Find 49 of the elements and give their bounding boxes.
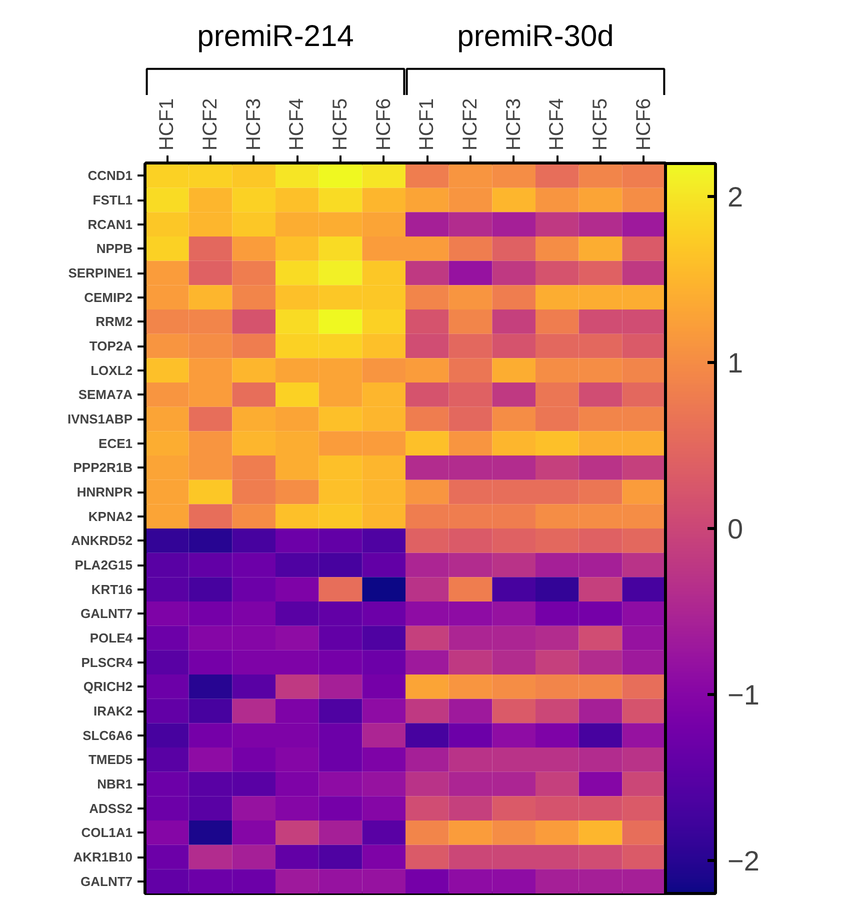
- x-tick-label: HCF5: [330, 98, 352, 150]
- text: premiR-214: [197, 20, 354, 53]
- color-bar-label: 1: [728, 348, 744, 379]
- y-tick-label: ANKRD52: [71, 533, 133, 548]
- color-bar-label: −1: [728, 679, 760, 710]
- text: premiR-30d: [457, 20, 614, 53]
- y-tick-label: RRM2: [96, 314, 133, 330]
- y-tick-label: ECE1: [98, 436, 133, 451]
- color-bar-label: 0: [728, 514, 744, 544]
- x-tick-label: HCF2: [200, 98, 222, 150]
- y-tick-label: ADSS2: [89, 800, 133, 816]
- y-tick-label: PLSCR4: [81, 654, 134, 670]
- y-tick-label: COL1A1: [81, 825, 133, 840]
- y-tick-label: PLA2G15: [74, 558, 133, 572]
- x-tick-label: HCF6: [372, 98, 395, 150]
- x-tick-label: HCF3: [502, 98, 525, 150]
- y-tick-label: POLE4: [90, 630, 134, 646]
- x-tick-label: HCF1: [416, 98, 438, 150]
- x-tick-label: HCF4: [546, 98, 568, 150]
- y-tick-label: KRT16: [91, 582, 133, 597]
- y-tick-label: CCND1: [88, 168, 133, 184]
- y-tick-label: HNRNPR: [76, 484, 134, 500]
- y-tick-label: KPNA2: [88, 508, 133, 524]
- x-tick-label: HCF3: [242, 98, 265, 150]
- y-tick-label: SERPINE1: [68, 266, 133, 280]
- color-bar-label: −2: [728, 845, 760, 876]
- y-tick-label: NPPB: [96, 241, 133, 256]
- y-tick-label: CEMIP2: [84, 290, 133, 305]
- y-tick-label: QRICH2: [83, 679, 133, 694]
- y-tick-label: FSTL1: [92, 192, 133, 208]
- y-tick-label: AKR1B10: [73, 850, 133, 864]
- x-tick-label: HCF2: [460, 98, 482, 150]
- y-tick-label: NBR1: [97, 776, 133, 792]
- y-tick-label: TOP2A: [89, 338, 134, 354]
- y-tick-label: PPP2R1B: [73, 460, 132, 476]
- y-tick-label: GALNT7: [80, 874, 132, 889]
- y-tick-label: LOXL2: [90, 362, 133, 378]
- y-tick-label: TMED5: [88, 752, 133, 768]
- x-tick-label: HCF6: [632, 98, 655, 150]
- y-tick-label: IVNS1ABP: [67, 412, 133, 426]
- y-tick-label: GALNT7: [80, 606, 132, 622]
- y-tick-label: SEMA7A: [78, 387, 134, 402]
- y-tick-label: SLC6A6: [82, 728, 133, 743]
- color-bar-label: 2: [728, 182, 744, 213]
- x-tick-label: HCF1: [156, 98, 178, 150]
- x-tick-label: HCF5: [590, 98, 612, 150]
- y-tick-label: IRAK2: [93, 704, 133, 718]
- y-tick-label: RCAN1: [88, 216, 133, 232]
- x-tick-label: HCF4: [286, 98, 308, 150]
